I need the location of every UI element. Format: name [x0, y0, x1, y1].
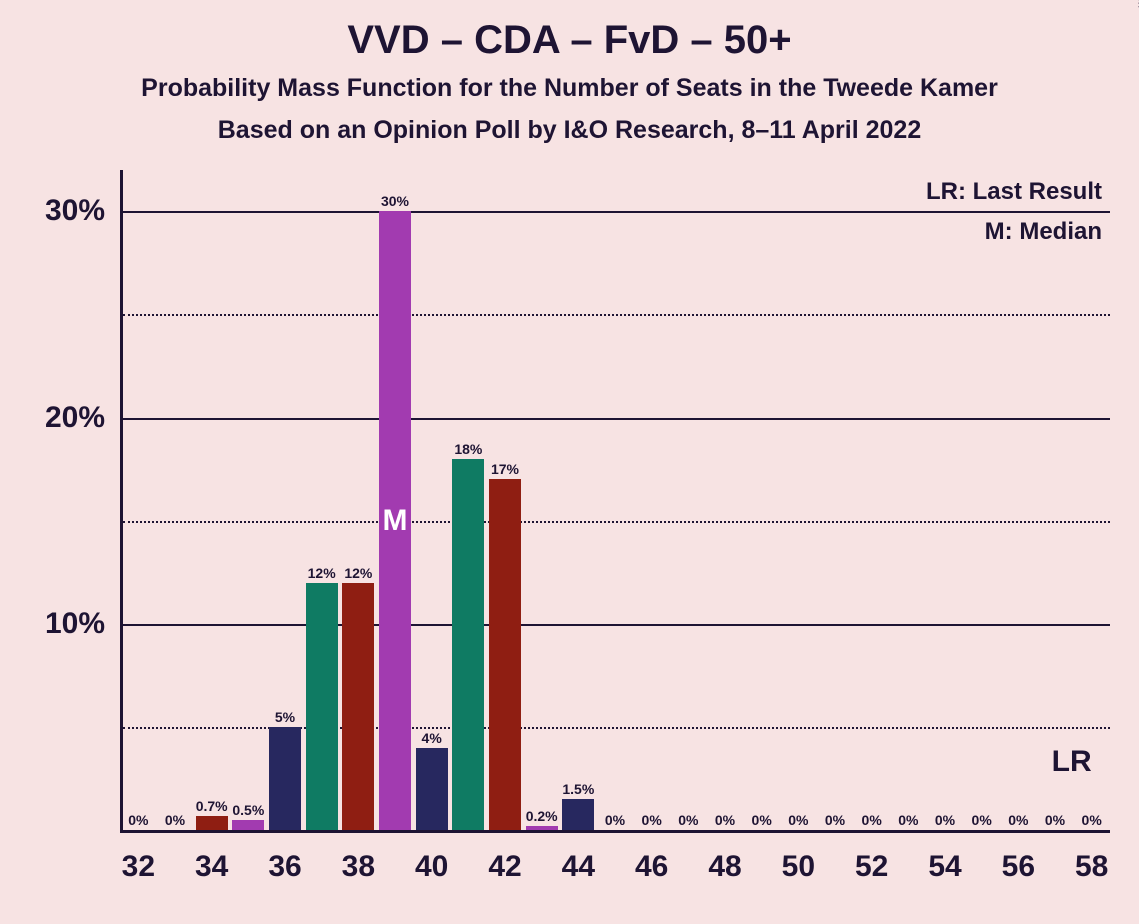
x-tick-label: 56 — [1002, 850, 1035, 884]
bar — [489, 479, 521, 830]
bar-value-label: 30% — [381, 193, 409, 209]
bar-value-label: 0% — [715, 812, 735, 828]
bar-value-label: 0% — [825, 812, 845, 828]
y-axis — [120, 170, 123, 830]
x-tick-label: 42 — [488, 850, 521, 884]
chart-subtitle-2: Based on an Opinion Poll by I&O Research… — [0, 116, 1139, 145]
x-axis — [120, 830, 1110, 833]
bar-value-label: 0% — [788, 812, 808, 828]
bar-value-label: 0% — [1082, 812, 1102, 828]
gridline — [123, 624, 1110, 626]
x-tick-label: 36 — [268, 850, 301, 884]
bar-value-label: 0% — [935, 812, 955, 828]
median-marker: M — [383, 504, 408, 538]
bar-value-label: 4% — [422, 730, 442, 746]
bar — [562, 799, 594, 830]
bar-value-label: 18% — [454, 441, 482, 457]
legend-lr: LR: Last Result — [926, 178, 1102, 206]
bar-value-label: 0% — [605, 812, 625, 828]
x-tick-label: 38 — [342, 850, 375, 884]
y-tick-label: 20% — [10, 401, 105, 435]
bar-value-label: 0% — [898, 812, 918, 828]
bar-value-label: 0% — [752, 812, 772, 828]
plot-area: 0% 0% 0.7%0.5% 5% 12% 12% 30% M 4% 18% 17% 0.2%1.5%… — [120, 170, 1110, 830]
x-tick-label: 32 — [122, 850, 155, 884]
bar — [269, 727, 301, 830]
x-tick-label: 52 — [855, 850, 888, 884]
x-tick-label: 58 — [1075, 850, 1108, 884]
bar-value-label: 0% — [165, 812, 185, 828]
legend-m: M: Median — [985, 218, 1102, 246]
bar-value-label: 0% — [128, 812, 148, 828]
bar-value-label: 12% — [308, 565, 336, 581]
x-tick-label: 34 — [195, 850, 228, 884]
chart-title: VVD – CDA – FvD – 50+ — [0, 18, 1139, 63]
x-tick-label: 46 — [635, 850, 668, 884]
bar — [342, 583, 374, 831]
bar-value-label: 0% — [862, 812, 882, 828]
x-tick-label: 48 — [708, 850, 741, 884]
bar — [526, 826, 558, 830]
bar — [306, 583, 338, 831]
bar-value-label: 12% — [344, 565, 372, 581]
lr-marker: LR — [1052, 745, 1092, 779]
bar-value-label: 0% — [678, 812, 698, 828]
bar-value-label: 0% — [972, 812, 992, 828]
bar-value-label: 17% — [491, 461, 519, 477]
bar — [416, 748, 448, 831]
bar — [232, 820, 264, 830]
y-tick-label: 10% — [10, 607, 105, 641]
bar-value-label: 0% — [642, 812, 662, 828]
bar-value-label: 0.7% — [196, 798, 228, 814]
bar — [196, 816, 228, 830]
bar-value-label: 1.5% — [562, 781, 594, 797]
bar-value-label: 0.2% — [526, 808, 558, 824]
bar-value-label: 0% — [1045, 812, 1065, 828]
x-tick-label: 50 — [782, 850, 815, 884]
copyright-text: © 2022 Filip van Laenen — [1135, 0, 1139, 8]
x-tick-label: 54 — [928, 850, 961, 884]
x-tick-label: 44 — [562, 850, 595, 884]
chart-subtitle-1: Probability Mass Function for the Number… — [0, 74, 1139, 103]
y-tick-label: 30% — [10, 194, 105, 228]
x-tick-label: 40 — [415, 850, 448, 884]
bar-value-label: 0.5% — [232, 802, 264, 818]
bar-value-label: 5% — [275, 709, 295, 725]
gridline — [123, 314, 1110, 316]
gridline — [123, 211, 1110, 213]
bar — [452, 459, 484, 830]
chart-stage: VVD – CDA – FvD – 50+ Probability Mass F… — [0, 0, 1139, 924]
gridline — [123, 418, 1110, 420]
gridline — [123, 521, 1110, 523]
bar-value-label: 0% — [1008, 812, 1028, 828]
